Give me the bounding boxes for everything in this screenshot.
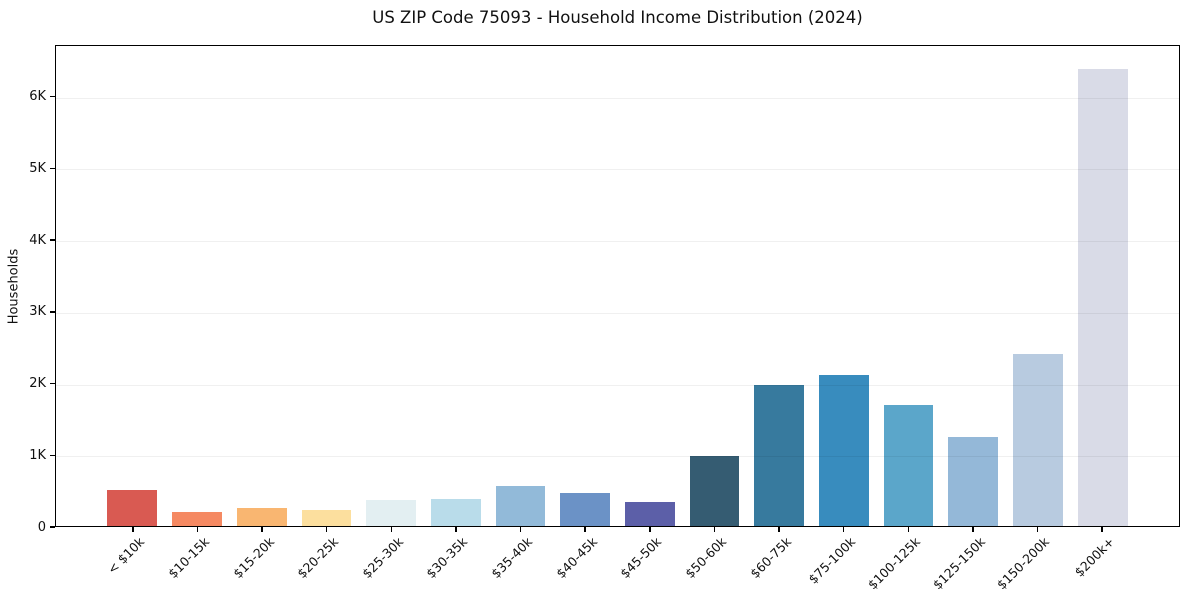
x-tick-label: $200k+ — [1071, 534, 1117, 580]
bar-$60-75k — [754, 385, 805, 526]
x-tick-mark — [1036, 527, 1039, 532]
x-tick-label: $60-75k — [746, 534, 794, 582]
x-tick-label: $40-45k — [552, 534, 600, 582]
bar-$200k+ — [1077, 68, 1128, 526]
y-tick-label: 5K — [29, 160, 46, 176]
x-tick-label: $20-25k — [294, 534, 342, 582]
x-tick-label: $100-125k — [864, 534, 923, 590]
y-tick-mark — [50, 239, 55, 241]
x-tick-mark — [196, 527, 199, 532]
bar-$25-30k — [366, 499, 416, 526]
bar-$30-35k — [430, 499, 481, 526]
bar-slot — [100, 46, 165, 526]
bar-slot — [941, 46, 1006, 526]
bar-$125-150k — [948, 437, 999, 526]
bar-$15-20k — [236, 508, 287, 526]
bar-slot — [488, 46, 553, 526]
x-tick-mark — [325, 527, 328, 532]
x-tick-label: $25-30k — [358, 534, 406, 582]
x-tick-label: $75-100k — [805, 534, 859, 587]
x-tick-mark — [261, 527, 263, 532]
x-tick-mark — [907, 527, 910, 532]
bar-slot — [682, 46, 747, 526]
bar-slot — [359, 46, 424, 526]
y-tick-mark — [50, 311, 55, 313]
plot-area — [55, 45, 1180, 527]
bar-slot — [1070, 46, 1135, 526]
bar-slot — [812, 46, 877, 526]
bar-$45-50k — [624, 502, 675, 526]
y-tick-label: 6K — [29, 89, 46, 105]
y-tick-mark — [50, 382, 55, 385]
x-tick-label: $15-20k — [229, 534, 277, 582]
bar-$10-15k — [172, 512, 222, 526]
bar-slot — [423, 46, 488, 526]
x-tick-label: < $10k — [104, 534, 148, 577]
y-tick-label: 1K — [29, 447, 46, 463]
bar-slot — [229, 46, 294, 526]
bar-$75-100k — [819, 375, 869, 526]
y-tick-label: 0 — [37, 519, 46, 535]
x-tick-mark — [972, 527, 974, 532]
y-tick-mark — [50, 454, 55, 457]
x-tick-label: $150-200k — [993, 534, 1053, 590]
x-tick-mark — [713, 527, 716, 532]
x-tick-mark — [649, 527, 651, 532]
bar-$20-25k — [301, 510, 352, 526]
bar-$100-125k — [883, 404, 934, 526]
bar-$150-200k — [1013, 353, 1063, 526]
x-tick-mark — [390, 527, 393, 532]
x-tick-label: $30-35k — [423, 534, 471, 582]
bar-slot — [876, 46, 941, 526]
y-tick-mark — [50, 95, 55, 98]
bar-slot — [294, 46, 359, 526]
bar-slot — [1006, 46, 1071, 526]
x-tick-label: $50-60k — [682, 534, 730, 582]
x-tick-mark — [132, 527, 134, 532]
bar-slot — [747, 46, 812, 526]
bar-$40-45k — [560, 492, 611, 526]
x-tick-label: $10-15k — [165, 534, 213, 582]
chart-title: US ZIP Code 75093 - Household Income Dis… — [372, 8, 863, 27]
x-tick-mark — [1101, 527, 1103, 532]
bars-layer — [56, 46, 1179, 526]
x-tick-label: $35-40k — [488, 534, 536, 582]
x-tick-mark — [778, 527, 780, 532]
bar-$50-60k — [689, 456, 740, 526]
y-tick-label: 4K — [29, 232, 46, 248]
x-tick-label: $125-150k — [929, 534, 988, 590]
bar-slot — [553, 46, 618, 526]
bar-slot — [618, 46, 683, 526]
y-tick-label: 2K — [29, 376, 46, 392]
bar-< $10k — [107, 490, 158, 526]
x-tick-label: $45-50k — [617, 534, 665, 582]
x-tick-mark — [455, 527, 457, 532]
bar-$35-40k — [495, 486, 546, 526]
y-tick-mark — [50, 167, 55, 170]
bar-slot — [165, 46, 230, 526]
x-tick-mark — [842, 527, 845, 532]
y-tick-label: 3K — [29, 304, 46, 320]
x-tick-mark — [519, 527, 522, 532]
x-tick-mark — [584, 527, 586, 532]
y-tick-mark — [50, 526, 55, 528]
